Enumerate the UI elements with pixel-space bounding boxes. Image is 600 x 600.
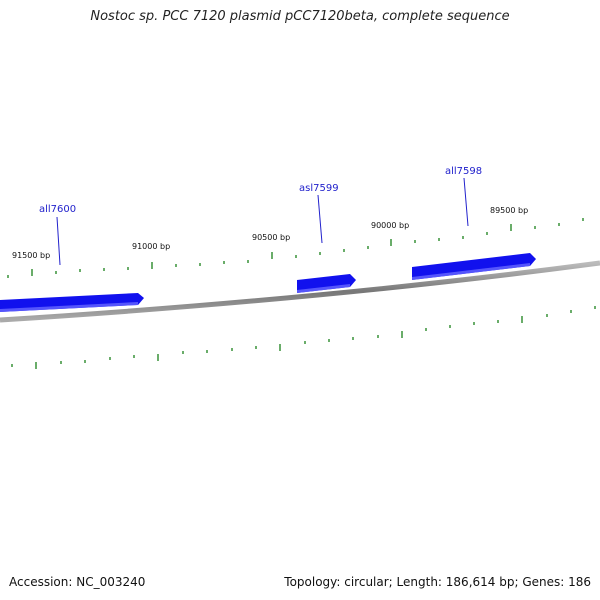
map-title: Nostoc sp. PCC 7120 plasmid pCC7120beta,… xyxy=(90,9,510,24)
bp-label: 91500 bp xyxy=(12,251,50,260)
bp-label: 90500 bp xyxy=(252,233,290,242)
gene-all7600[interactable]: all7600 xyxy=(0,204,144,312)
gene-arrow xyxy=(297,274,356,293)
summary-text: Topology: circular; Length: 186,614 bp; … xyxy=(284,575,591,589)
gene-label-leader xyxy=(463,177,469,227)
gene-label: asl7599 xyxy=(299,183,339,194)
bp-label: 91000 bp xyxy=(132,242,170,251)
outer-tick-row xyxy=(7,218,584,278)
gene-label: all7598 xyxy=(445,166,482,177)
sequence-backbone xyxy=(0,260,600,323)
accession-text: Accession: NC_003240 xyxy=(9,575,146,589)
gene-label-leader xyxy=(56,216,61,266)
gene-label-leader xyxy=(317,194,323,244)
gene-all7598[interactable]: all7598 xyxy=(412,166,536,280)
gene-arrow xyxy=(412,253,536,280)
bp-label: 90000 bp xyxy=(371,221,409,230)
gene-asl7599[interactable]: asl7599 xyxy=(297,183,356,293)
inner-tick-row xyxy=(11,306,596,369)
gene-label: all7600 xyxy=(39,204,76,215)
bp-label: 89500 bp xyxy=(490,206,528,215)
